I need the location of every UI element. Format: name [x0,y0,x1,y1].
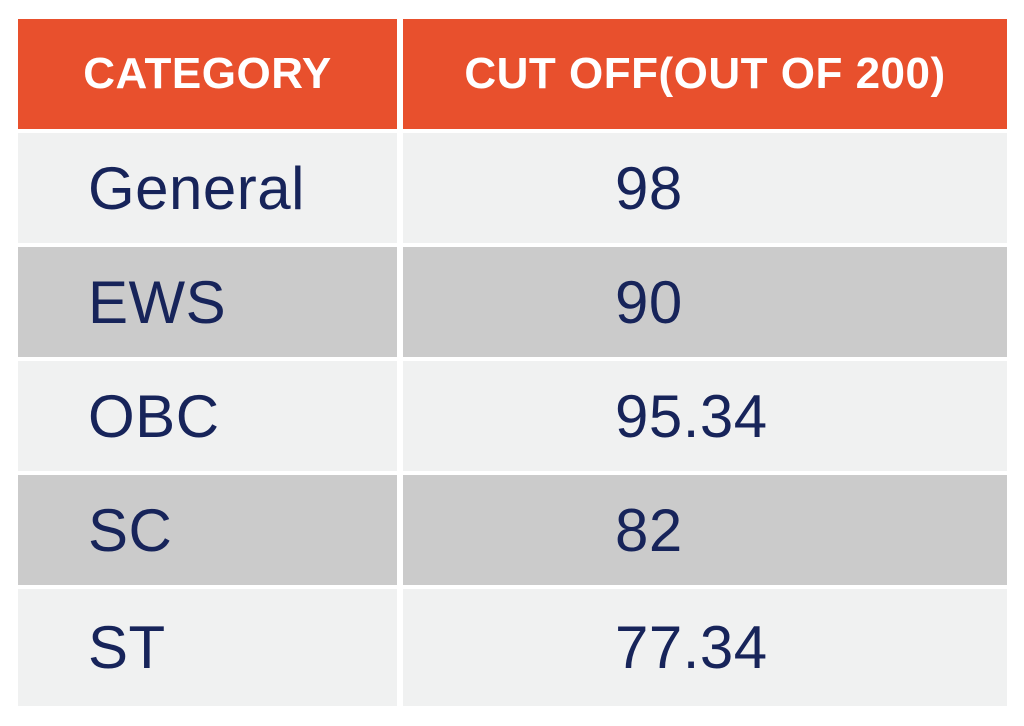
table-row-obc-cutoff: 95.34 [403,361,1007,471]
cutoff-table: CATEGORY CUT OFF(OUT OF 200) General 98 … [18,19,1007,706]
column-header-cutoff: CUT OFF(OUT OF 200) [403,19,1007,129]
column-header-category: CATEGORY [18,19,397,129]
table-row-general-category: General [18,133,397,243]
category-value: EWS [88,268,227,336]
cutoff-value: 77.34 [615,614,768,681]
table-row-sc-category: SC [18,475,397,585]
table-row-st-category: ST [18,589,397,706]
category-value: ST [88,614,166,681]
cutoff-value: 82 [615,496,683,564]
category-value: General [88,154,305,222]
column-header-cutoff-label: CUT OFF(OUT OF 200) [464,49,946,98]
cutoff-value: 95.34 [615,382,768,450]
cutoff-value: 90 [615,268,683,336]
table-row-ews-cutoff: 90 [403,247,1007,357]
table-row-st-cutoff: 77.34 [403,589,1007,706]
category-value: SC [88,496,173,564]
table-row-general-cutoff: 98 [403,133,1007,243]
table-row-sc-cutoff: 82 [403,475,1007,585]
cutoff-value: 98 [615,154,683,222]
category-value: OBC [88,382,220,450]
column-header-category-label: CATEGORY [83,49,332,98]
table-row-obc-category: OBC [18,361,397,471]
table-row-ews-category: EWS [18,247,397,357]
